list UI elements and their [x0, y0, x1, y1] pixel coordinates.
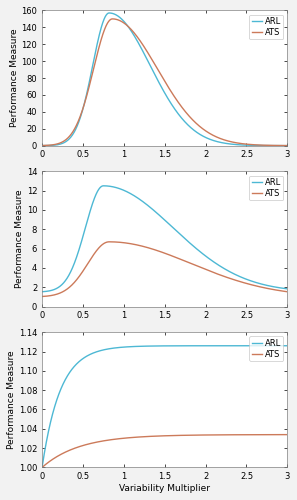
ARL	[53, 286, 56, 292]
ATS	[53, 292, 56, 298]
ARL	[160, 84, 163, 90]
Line: ATS: ATS	[42, 434, 287, 468]
ARL	[53, 142, 56, 148]
ARL	[286, 142, 289, 148]
ARL	[279, 142, 282, 148]
ATS	[278, 432, 282, 438]
Legend: ARL, ATS: ARL, ATS	[249, 176, 283, 200]
ATS	[153, 247, 157, 253]
ATS	[53, 455, 56, 461]
ARL	[53, 404, 56, 409]
ARL	[40, 464, 44, 470]
ARL	[153, 343, 157, 349]
ARL	[102, 183, 105, 189]
Line: ATS: ATS	[42, 242, 287, 296]
ARL	[233, 142, 237, 148]
ATS	[233, 140, 237, 145]
ARL	[153, 72, 157, 78]
Y-axis label: Performance Measure: Performance Measure	[7, 350, 16, 449]
ATS	[40, 142, 44, 148]
ATS	[233, 277, 237, 283]
ATS	[286, 432, 289, 438]
ARL	[160, 214, 163, 220]
Y-axis label: Performance Measure: Performance Measure	[15, 190, 24, 288]
Y-axis label: Performance Measure: Performance Measure	[10, 28, 19, 128]
ATS	[160, 249, 163, 255]
ARL	[233, 342, 237, 348]
ATS	[111, 16, 114, 22]
ARL	[286, 286, 289, 292]
ARL	[159, 343, 163, 349]
ATS	[279, 288, 282, 294]
ATS	[279, 288, 282, 294]
ATS	[286, 142, 289, 148]
Legend: ARL, ATS: ARL, ATS	[249, 336, 283, 361]
ATS	[40, 294, 44, 300]
ATS	[286, 289, 289, 295]
ATS	[53, 142, 56, 148]
Line: ATS: ATS	[42, 19, 287, 146]
ATS	[159, 433, 163, 439]
ARL	[278, 342, 282, 348]
ATS	[160, 73, 163, 79]
ARL	[40, 288, 44, 294]
ATS	[153, 433, 157, 439]
Line: ARL: ARL	[42, 346, 287, 467]
Line: ARL: ARL	[42, 186, 287, 292]
Legend: ARL, ATS: ARL, ATS	[249, 14, 283, 40]
ATS	[279, 142, 282, 148]
ARL	[286, 342, 289, 348]
ATS	[153, 62, 157, 68]
ARL	[279, 285, 282, 291]
Line: ARL: ARL	[42, 13, 287, 145]
ARL	[233, 272, 237, 278]
ARL	[279, 285, 282, 291]
ARL	[40, 142, 44, 148]
X-axis label: Variability Multiplier: Variability Multiplier	[119, 484, 210, 493]
ATS	[279, 142, 282, 148]
ATS	[279, 432, 282, 438]
ATS	[40, 464, 44, 470]
ARL	[279, 142, 282, 148]
ARL	[107, 10, 111, 16]
ARL	[153, 208, 157, 214]
ARL	[279, 342, 282, 348]
ATS	[107, 239, 111, 245]
ATS	[233, 432, 237, 438]
